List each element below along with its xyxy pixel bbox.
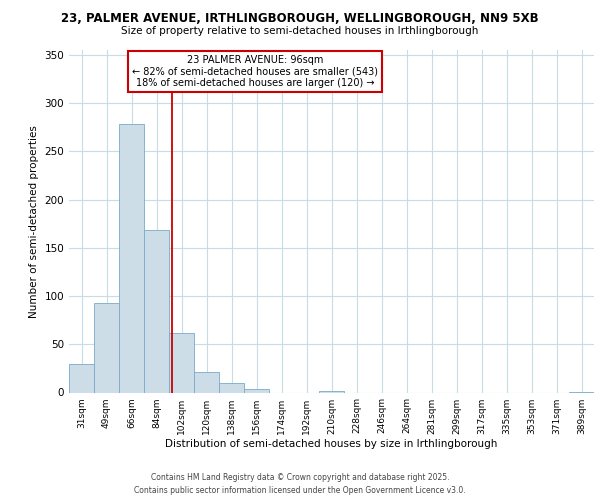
Bar bbox=[244, 388, 269, 392]
Text: Size of property relative to semi-detached houses in Irthlingborough: Size of property relative to semi-detach… bbox=[121, 26, 479, 36]
Bar bbox=[219, 383, 244, 392]
Bar bbox=[144, 230, 169, 392]
Bar bbox=[119, 124, 144, 392]
Text: Contains HM Land Registry data © Crown copyright and database right 2025.
Contai: Contains HM Land Registry data © Crown c… bbox=[134, 474, 466, 495]
Text: 23, PALMER AVENUE, IRTHLINGBOROUGH, WELLINGBOROUGH, NN9 5XB: 23, PALMER AVENUE, IRTHLINGBOROUGH, WELL… bbox=[61, 12, 539, 26]
Text: 23 PALMER AVENUE: 96sqm
← 82% of semi-detached houses are smaller (543)
18% of s: 23 PALMER AVENUE: 96sqm ← 82% of semi-de… bbox=[133, 55, 379, 88]
Bar bbox=[194, 372, 219, 392]
Y-axis label: Number of semi-detached properties: Number of semi-detached properties bbox=[29, 125, 39, 318]
Bar bbox=[319, 390, 344, 392]
Bar bbox=[69, 364, 94, 392]
X-axis label: Distribution of semi-detached houses by size in Irthlingborough: Distribution of semi-detached houses by … bbox=[166, 440, 497, 450]
Bar bbox=[169, 332, 194, 392]
Bar bbox=[94, 303, 119, 392]
